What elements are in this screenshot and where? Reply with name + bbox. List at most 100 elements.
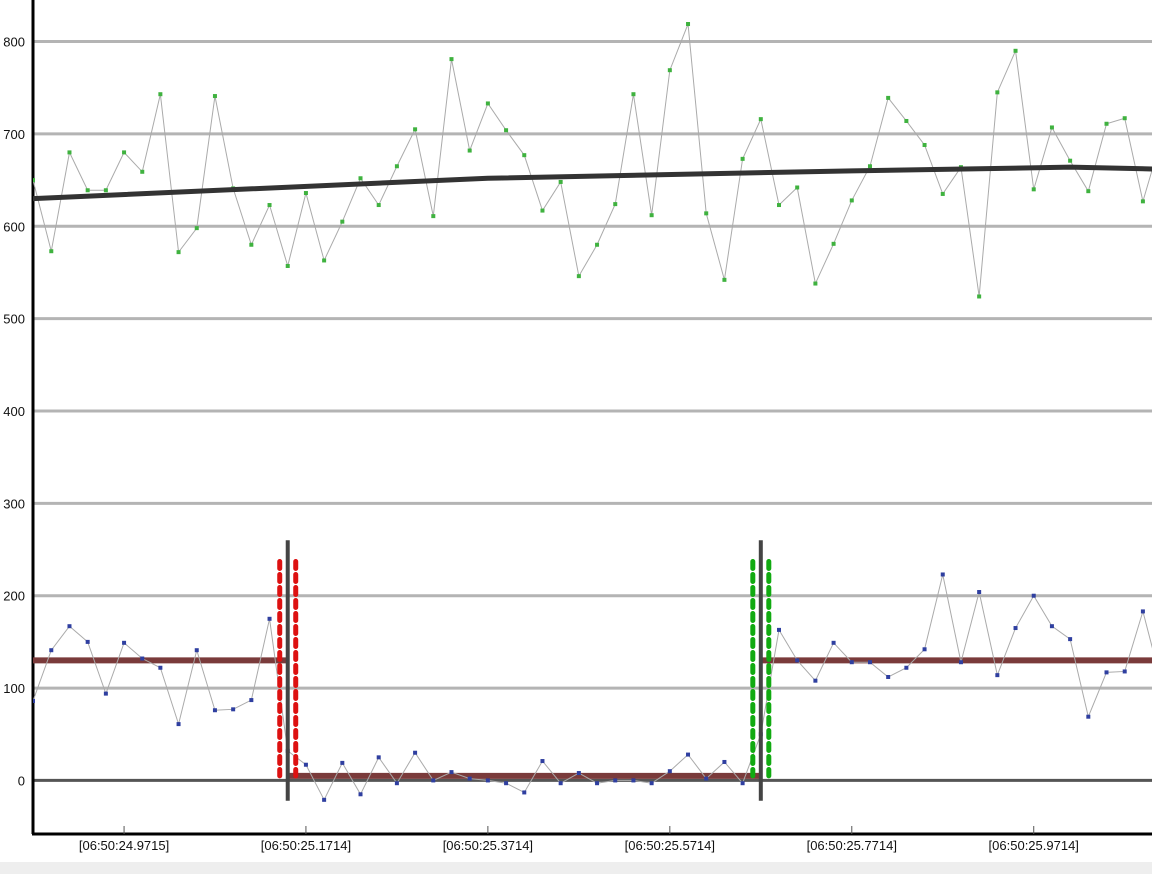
series-1-point — [1140, 199, 1145, 204]
series-1-point — [1068, 158, 1073, 163]
series-2-point — [995, 673, 1000, 678]
series-1-point — [740, 156, 745, 161]
series-1-point — [394, 164, 399, 169]
x-tick-label: [06:50:25.1714] — [261, 838, 351, 853]
series-2-point — [831, 640, 836, 645]
series-1-point — [158, 92, 163, 97]
series-1-point — [485, 101, 490, 106]
series-2-point — [558, 781, 563, 786]
series-1-point — [376, 203, 381, 208]
series-line-1 — [33, 23, 1152, 297]
series-1-point — [67, 150, 72, 155]
series-1-point — [722, 277, 727, 282]
series-1-point — [922, 143, 927, 148]
series-2-point — [777, 627, 781, 632]
series-2-point — [922, 647, 927, 652]
series-1-point — [1031, 187, 1036, 192]
series-2-point — [1013, 626, 1018, 631]
series-2-point — [977, 590, 982, 595]
series-line-2 — [33, 574, 1152, 801]
series-1-point — [795, 185, 800, 190]
x-tick-label: [06:50:25.7714] — [807, 838, 897, 853]
series-2-point — [1140, 609, 1145, 614]
series-2-point — [431, 778, 436, 783]
series-2-point — [467, 776, 472, 781]
series-1-point — [431, 214, 436, 219]
series-1-point — [1013, 48, 1018, 53]
series-2-point — [67, 624, 72, 629]
y-tick-label: 800 — [3, 35, 25, 50]
series-1-point — [176, 250, 181, 255]
x-tick-label: [06:50:24.9715] — [79, 838, 169, 853]
series-2-point — [867, 660, 872, 665]
series-1-point — [558, 179, 563, 184]
series-2-point — [940, 572, 945, 577]
series-2-point — [122, 640, 127, 645]
series-1-point — [49, 249, 54, 254]
series-1-point — [413, 127, 418, 132]
series-1-point — [904, 118, 909, 123]
series-2-point — [504, 781, 509, 786]
series-2-point — [449, 770, 454, 775]
series-2-point — [1086, 714, 1091, 719]
y-tick-label: 200 — [3, 589, 25, 604]
series-2-point — [212, 708, 217, 713]
series-2-point — [740, 781, 745, 786]
series-1-point — [1049, 125, 1054, 130]
series-2-point — [1068, 637, 1073, 642]
series-2-point — [358, 792, 363, 797]
series-2-point — [540, 759, 545, 764]
y-tick-label: 300 — [3, 496, 25, 511]
series-2-point — [904, 665, 909, 670]
series-2-point — [1122, 669, 1127, 674]
series-1-point — [33, 178, 35, 183]
series-1-point — [886, 95, 891, 100]
series-2-point — [1031, 593, 1036, 598]
y-tick-label: 100 — [3, 681, 25, 696]
series-2-point — [194, 648, 199, 653]
series-2-point — [413, 750, 418, 755]
series-1-point — [322, 258, 327, 263]
series-2-point — [376, 755, 381, 760]
series-1-point — [977, 294, 982, 299]
series-1-point — [704, 211, 709, 216]
series-1-point — [540, 208, 545, 213]
series-2-point — [176, 722, 181, 727]
series-2-point — [576, 771, 581, 776]
series-2-point — [33, 699, 35, 704]
series-1-point — [303, 191, 308, 196]
series-1-point — [686, 22, 691, 27]
series-1-point — [758, 117, 763, 122]
series-1-point — [358, 176, 363, 181]
series-1-point — [777, 203, 781, 208]
series-1-point — [267, 203, 272, 208]
x-tick-label: [06:50:25.5714] — [625, 838, 715, 853]
x-tick-label: [06:50:25.3714] — [443, 838, 533, 853]
series-1-point — [212, 94, 217, 99]
series-2-point — [722, 759, 727, 764]
series-1-point — [576, 274, 581, 279]
series-1-point — [1086, 189, 1091, 194]
series-1-point — [194, 226, 199, 231]
footer-strip — [0, 862, 1152, 874]
y-tick-label: 0 — [18, 773, 25, 788]
series-2-point — [958, 660, 963, 665]
series-2-point — [267, 616, 272, 621]
x-tick-label: [06:50:25.9714] — [989, 838, 1079, 853]
series-2-point — [249, 698, 254, 703]
series-1-point — [103, 188, 108, 193]
series-1-point — [467, 148, 472, 153]
series-2-point — [340, 760, 345, 765]
series-1-point — [1104, 121, 1109, 126]
y-tick-label: 400 — [3, 404, 25, 419]
series-1-point — [249, 242, 254, 247]
series-1-point — [813, 281, 818, 286]
series-2-point — [158, 665, 163, 670]
series-1-point — [340, 219, 345, 224]
series-2-point — [649, 781, 654, 786]
series-1-point — [940, 191, 945, 196]
series-2-point — [686, 752, 691, 757]
y-tick-label: 500 — [3, 312, 25, 327]
